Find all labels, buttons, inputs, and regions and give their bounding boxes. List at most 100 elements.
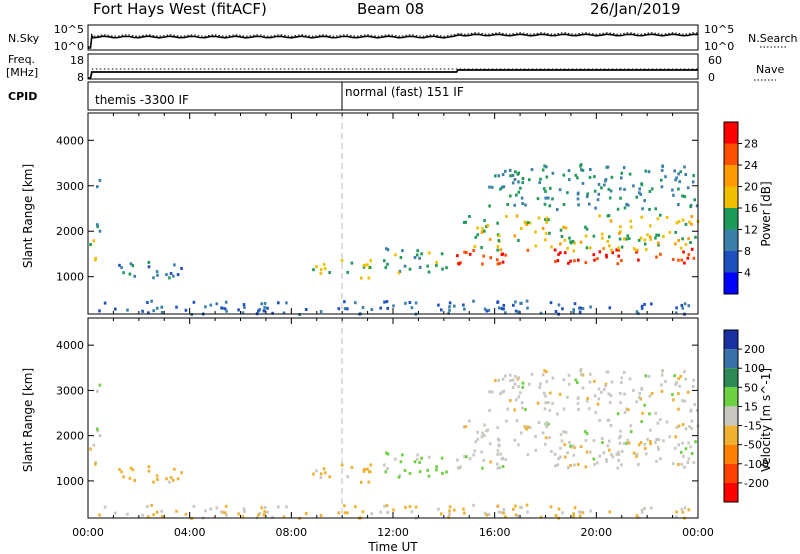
power-cell	[584, 234, 588, 238]
power-cell	[133, 274, 136, 278]
velocity-cell	[589, 509, 592, 513]
velocity-cell	[554, 464, 557, 468]
velocity-cell	[361, 510, 365, 514]
power-cell	[576, 192, 580, 196]
velocity-colorbar: 200 100 50 15 -15 -50 -100 -200	[723, 329, 769, 503]
power-cell	[684, 243, 688, 246]
velocity-cell	[463, 455, 466, 458]
power-cell	[514, 300, 517, 304]
power-cell	[605, 255, 608, 259]
power-cell	[545, 175, 549, 179]
power-cell	[266, 306, 269, 310]
power-cell	[464, 220, 467, 224]
velocity-cell	[131, 468, 135, 472]
power-cell	[508, 168, 512, 172]
velocity-cell	[506, 407, 509, 411]
velocity-cell	[520, 401, 524, 405]
velocity-cell	[541, 373, 545, 377]
nave-tick-bottom: 0	[708, 71, 715, 84]
power-cell	[385, 247, 388, 251]
velocity-cell	[649, 442, 652, 446]
power-cell	[568, 178, 571, 182]
power-cell	[662, 235, 665, 238]
x-axis-label: Time UT	[367, 540, 418, 554]
velocity-cell	[628, 377, 632, 381]
velocity-cell	[638, 392, 641, 395]
power-cell	[448, 308, 451, 312]
power-cell	[690, 247, 694, 251]
x-tick-label: 20:00	[580, 526, 612, 539]
velocity-cell	[608, 439, 611, 443]
velocity-cell	[629, 430, 633, 434]
power-cell	[549, 301, 553, 305]
velocity-cell	[617, 453, 621, 457]
nave-tick-top: 60	[708, 54, 722, 67]
power-cell	[340, 259, 344, 263]
velocity-cell	[418, 461, 421, 464]
power-cell	[686, 186, 690, 190]
velocity-cell	[573, 463, 576, 467]
velocity-cell	[635, 454, 638, 458]
velocity-cell	[468, 457, 472, 461]
power-cell	[650, 302, 653, 306]
velocity-cell	[679, 375, 682, 378]
velocity-cell	[481, 431, 484, 435]
velocity-cell	[448, 512, 451, 516]
velocity-cell	[662, 439, 665, 443]
velocity-cell	[593, 379, 596, 383]
power-cell	[386, 306, 389, 310]
power-cell	[369, 259, 372, 263]
velocity-cell	[543, 369, 546, 373]
velocity-cell	[629, 424, 633, 428]
velocity-cell	[448, 505, 452, 509]
power-cell	[616, 262, 620, 266]
power-cell	[504, 169, 507, 173]
freq-panel	[87, 53, 699, 80]
power-colorbar-label: Power [dB]	[759, 181, 773, 246]
power-cell	[675, 176, 678, 180]
power-cell	[625, 237, 628, 241]
velocity-cell	[563, 443, 567, 447]
velocity-cell	[637, 443, 641, 447]
velocity-cell	[579, 445, 583, 449]
power-cell	[677, 220, 681, 224]
velocity-cell	[688, 425, 691, 428]
power-cell	[418, 256, 421, 260]
power-cell	[147, 265, 151, 269]
velocity-cell	[147, 469, 151, 473]
velocity-cell	[517, 385, 520, 388]
power-cell	[682, 250, 685, 254]
power-cell	[687, 253, 691, 257]
velocity-cell	[504, 458, 507, 461]
power-cell	[548, 231, 551, 235]
power-cell	[502, 307, 505, 311]
velocity-cell	[581, 373, 585, 377]
nsky-panel	[87, 24, 699, 51]
velocity-cell	[394, 457, 397, 461]
velocity-cell	[192, 504, 196, 508]
power-cell	[165, 273, 168, 277]
power-cell	[626, 203, 630, 207]
velocity-cell	[514, 375, 517, 378]
power-cell	[397, 271, 401, 275]
power-cell	[528, 178, 531, 182]
velocity-cell	[385, 451, 388, 455]
velocity-cell	[499, 452, 503, 456]
power-cell	[502, 185, 506, 189]
power-cell	[490, 185, 494, 189]
velocity-cell	[592, 439, 596, 443]
velocity-cell	[625, 407, 628, 411]
power-cell	[635, 195, 638, 199]
power-cell	[585, 195, 589, 199]
power-cell	[692, 256, 696, 260]
power-cell	[656, 241, 660, 245]
velocity-cell	[366, 467, 369, 471]
power-cell	[514, 170, 517, 174]
power-cell	[463, 307, 466, 311]
velocity-cell	[504, 515, 507, 519]
velocity-cell	[440, 456, 444, 460]
velocity-cell	[528, 382, 531, 386]
power-cell	[487, 308, 491, 312]
power-cell	[513, 203, 516, 207]
power-cell	[459, 261, 462, 265]
